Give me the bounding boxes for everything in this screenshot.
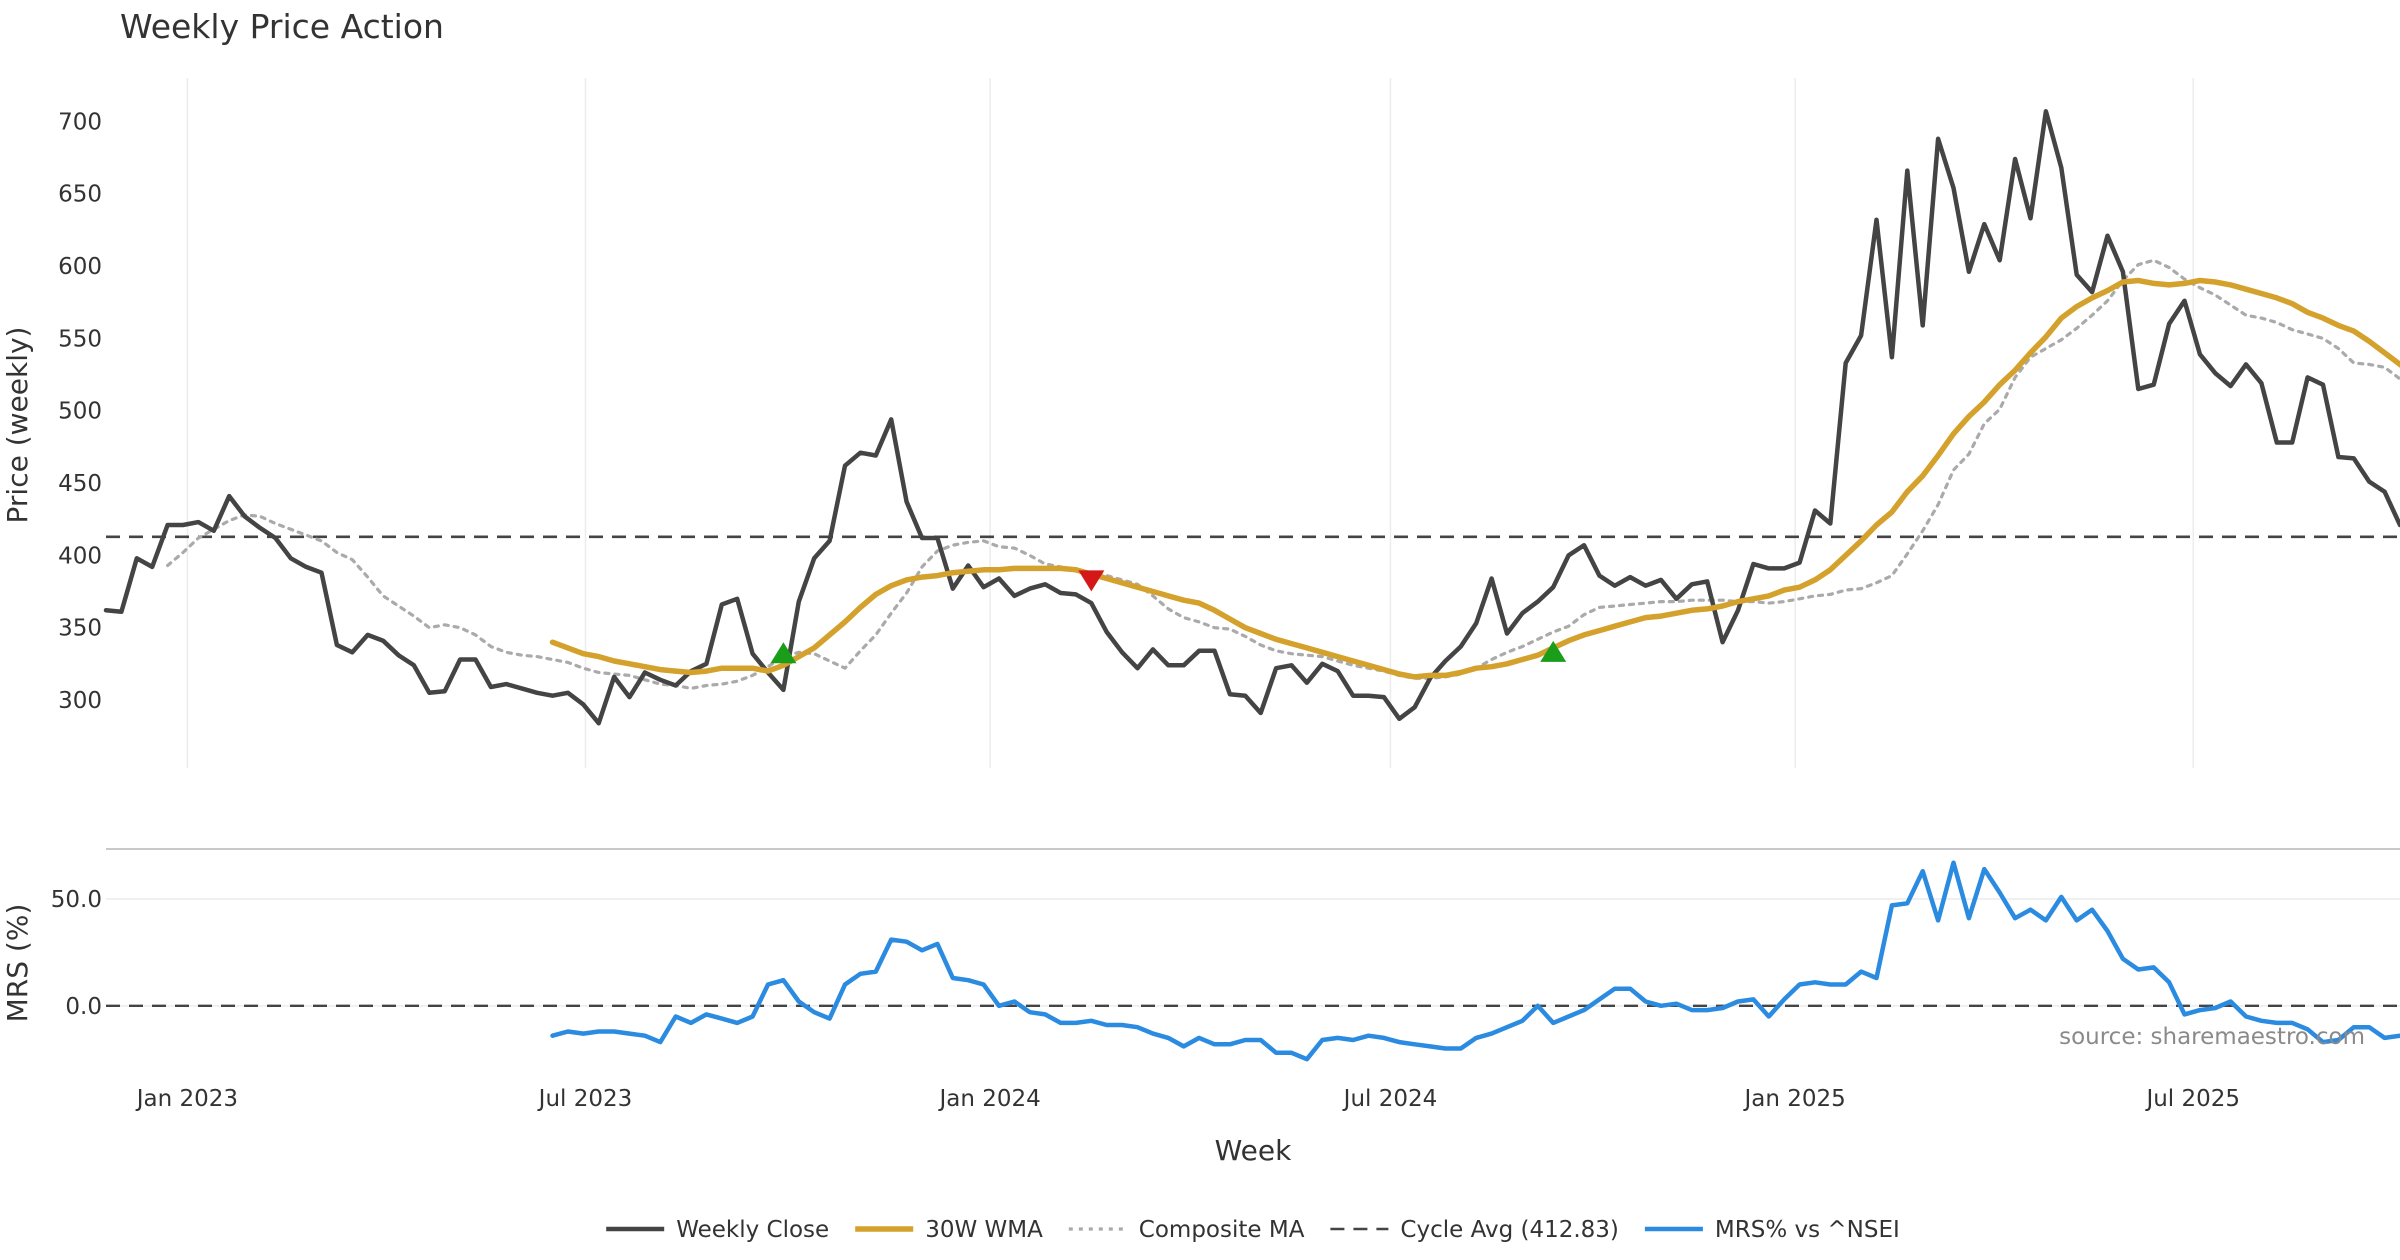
series-line-30w-wma xyxy=(549,277,2400,680)
legend-item: Weekly Close xyxy=(606,1217,829,1243)
legend-label: Cycle Avg (412.83) xyxy=(1400,1217,1619,1243)
x-tick-label: Jan 2024 xyxy=(938,1086,1041,1112)
x-axis-title: Week xyxy=(1215,1134,1292,1167)
legend-label: Composite MA xyxy=(1139,1217,1305,1243)
series-layer xyxy=(103,109,2400,1062)
x-tick-label: Jan 2023 xyxy=(135,1086,238,1112)
series-line-mrs-vs-nsei xyxy=(550,860,2400,1062)
mrs-y-tick-label: 50.0 xyxy=(51,887,102,913)
mrs-y-tick-label: 0.0 xyxy=(65,994,102,1020)
price-y-tick-label: 300 xyxy=(58,688,102,714)
sell-signal-marker xyxy=(1078,570,1105,592)
cycle-avg-layer xyxy=(106,535,2400,1008)
grid-layer xyxy=(106,78,2400,1007)
legend-label: Weekly Close xyxy=(676,1217,829,1243)
price-y-tick-label: 400 xyxy=(58,543,102,569)
x-tick-label: Jul 2024 xyxy=(1342,1086,1438,1112)
x-tick-label: Jul 2025 xyxy=(2144,1086,2240,1112)
legend-label: MRS% vs ^NSEI xyxy=(1715,1217,1900,1243)
series-line-composite-ma xyxy=(166,258,2400,691)
mrs-axis-title: MRS (%) xyxy=(1,904,34,1023)
legend: Weekly Close 30W WMA Composite MA Cycle Avg… xyxy=(606,1217,1900,1243)
price-y-tick-label: 700 xyxy=(58,109,102,135)
price-axis-title: Price (weekly) xyxy=(1,327,34,524)
buy-signal-marker xyxy=(1540,640,1567,662)
legend-item: Cycle Avg (412.83) xyxy=(1330,1217,1619,1243)
x-tick-layer: Jan 2023 Jul 2023 Jan 2024 Jul 2024 Jan 2025… xyxy=(135,1086,2240,1112)
price-y-tick-label: 550 xyxy=(58,326,102,352)
price-y-tick-label: 450 xyxy=(58,471,102,497)
x-tick-label: Jul 2023 xyxy=(537,1086,633,1112)
legend-item: MRS% vs ^NSEI xyxy=(1644,1217,1900,1243)
price-y-tick-label: 600 xyxy=(58,254,102,280)
legend-label: 30W WMA xyxy=(925,1217,1043,1243)
legend-item: Composite MA xyxy=(1068,1217,1305,1243)
buy-signal-marker xyxy=(770,642,797,664)
price-y-tick-label: 500 xyxy=(58,399,102,425)
price-y-tick-label: 350 xyxy=(58,616,102,642)
x-tick-label: Jan 2025 xyxy=(1743,1086,1846,1112)
signal-layer xyxy=(770,570,1567,664)
y-tick-layer: 300 350 400 450 500 550 600 650 700 0.0 50.0 xyxy=(51,109,102,1019)
chart-title: Weekly Price Action xyxy=(120,7,444,46)
legend-item: 30W WMA xyxy=(855,1217,1043,1243)
series-line-weekly-close xyxy=(103,109,2400,726)
source-caption: source: sharemaestro.com xyxy=(2059,1024,2365,1050)
price-y-tick-label: 650 xyxy=(58,182,102,208)
